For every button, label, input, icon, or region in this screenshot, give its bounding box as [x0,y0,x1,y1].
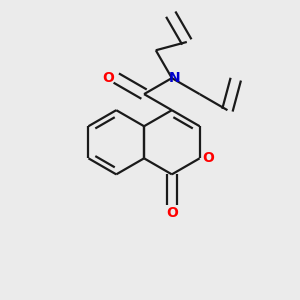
Text: O: O [102,71,114,85]
Text: O: O [166,206,178,220]
Text: O: O [202,151,214,165]
Text: N: N [169,71,181,85]
